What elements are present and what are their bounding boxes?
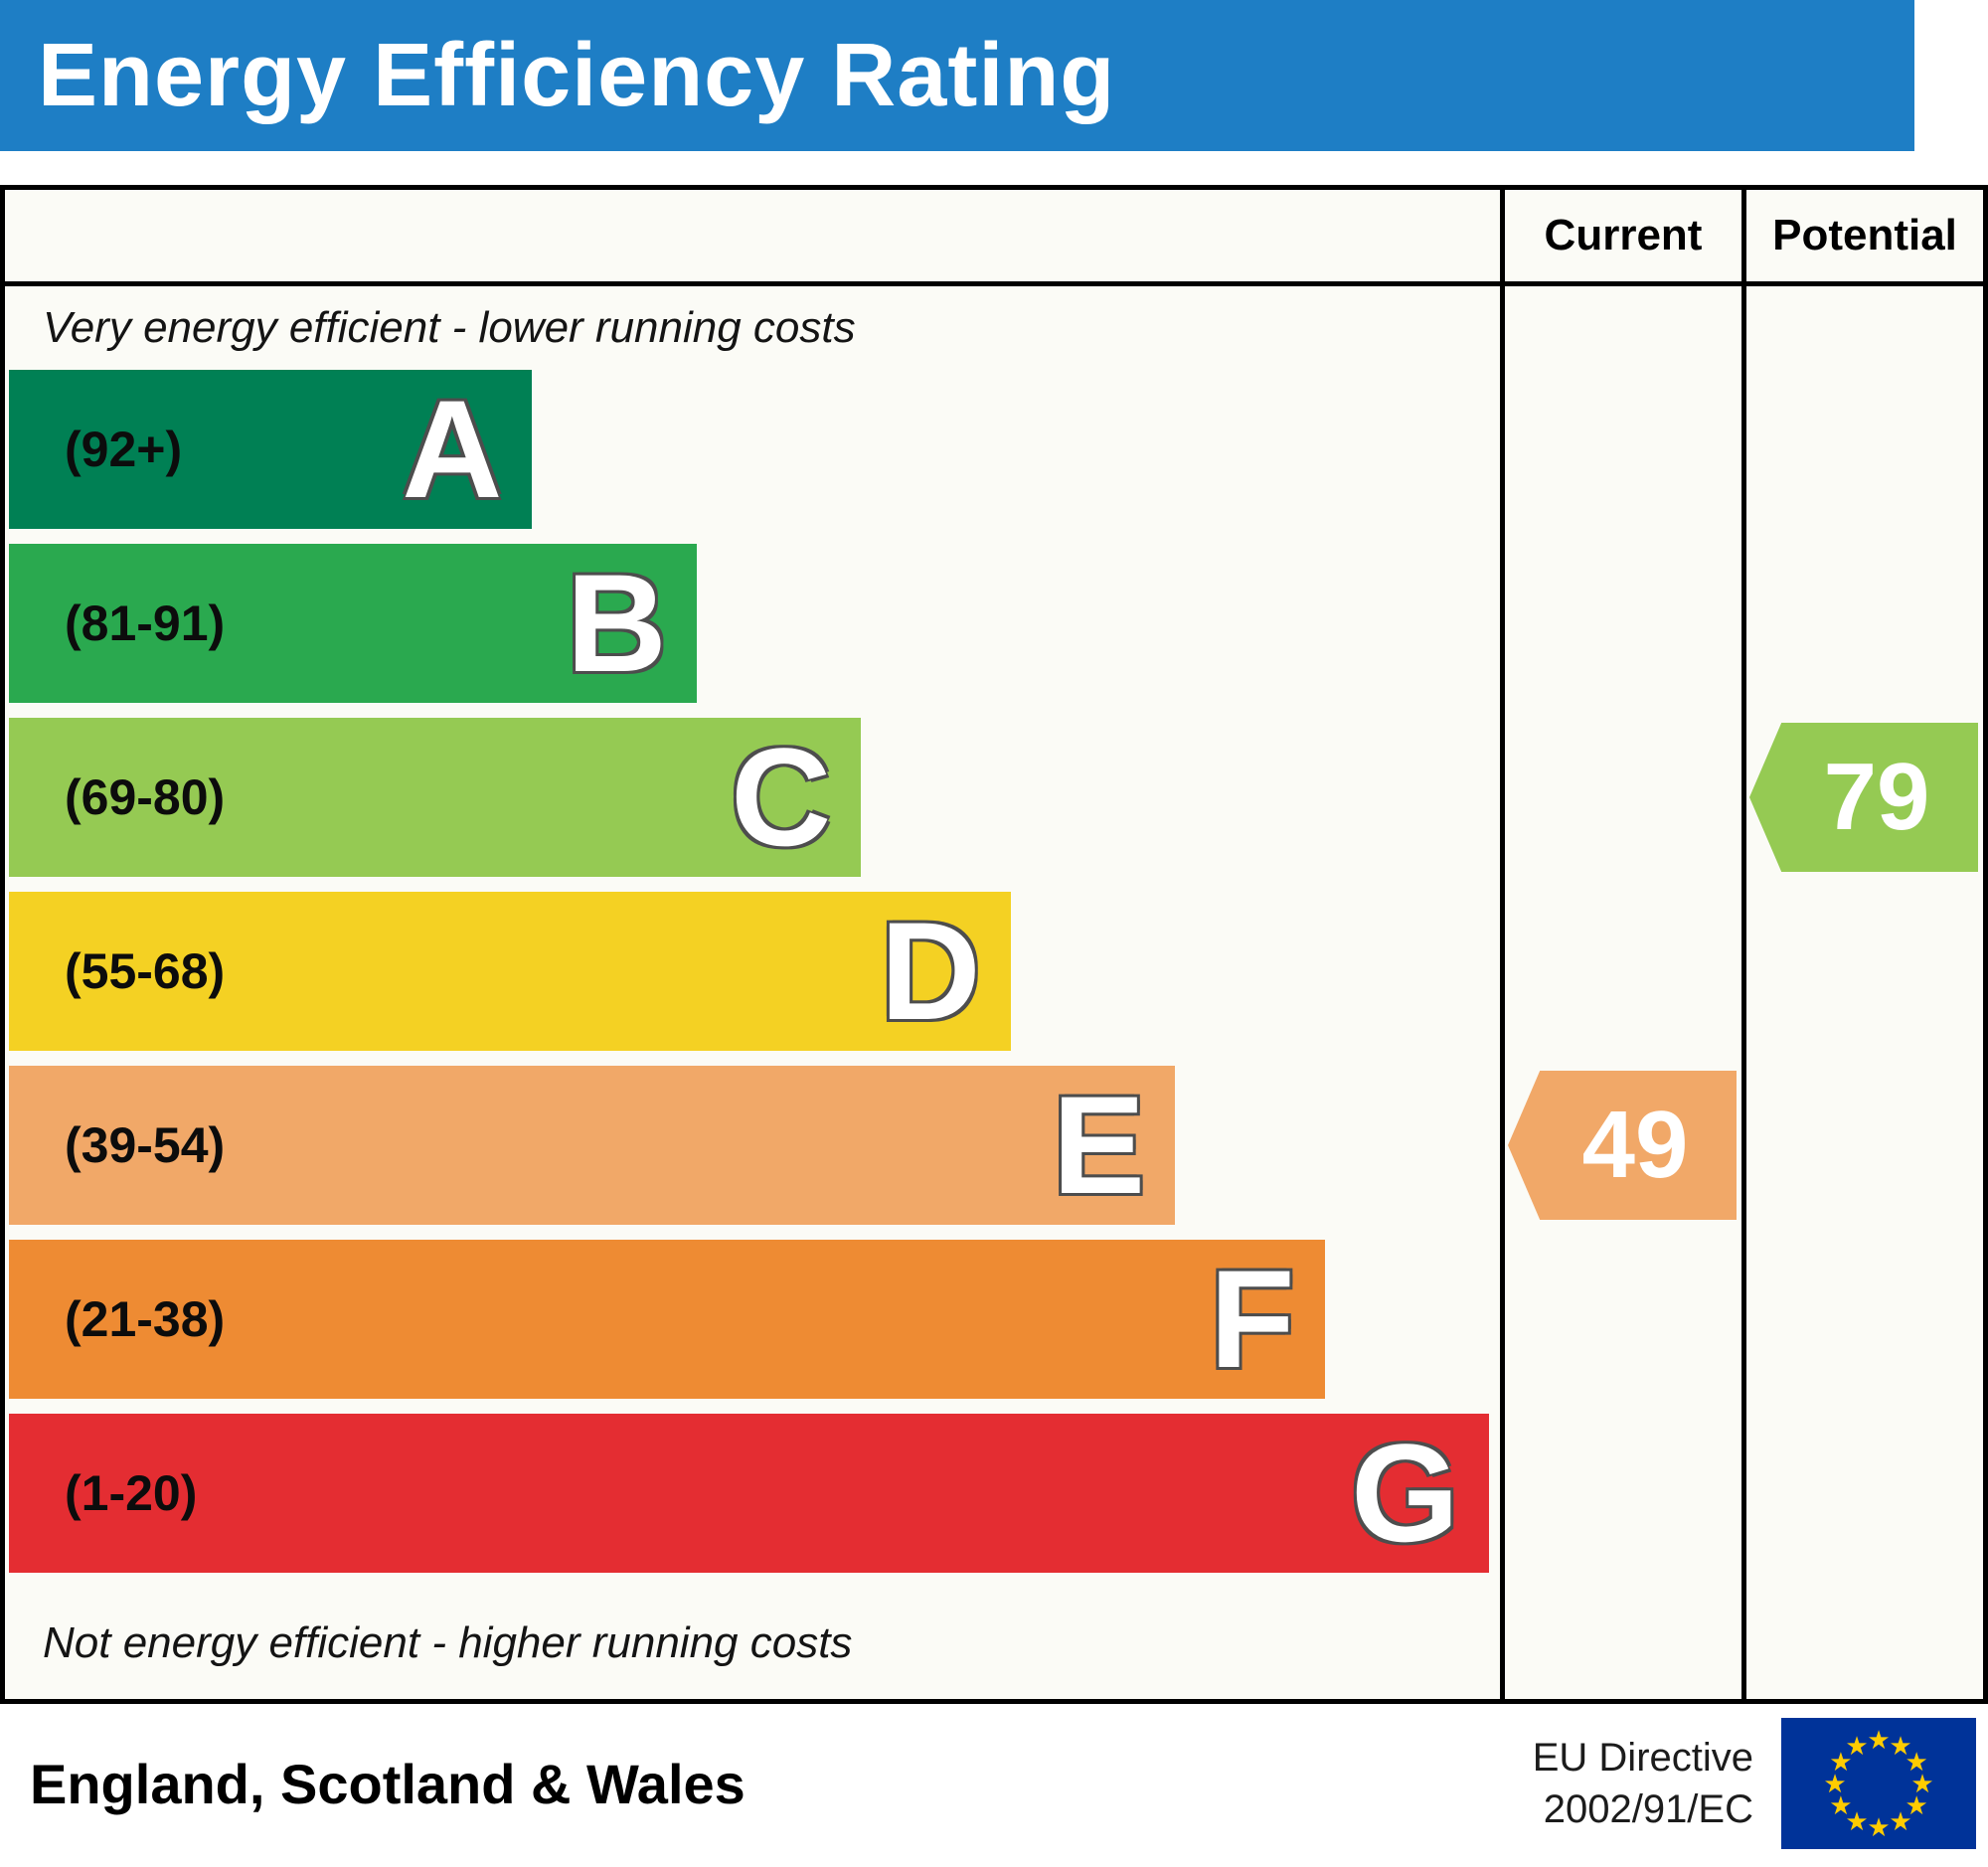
current-column: 49 xyxy=(1500,286,1741,1699)
eu-directive-line1: EU Directive xyxy=(1532,1736,1753,1780)
title-bar: Energy Efficiency Rating xyxy=(0,0,1914,151)
band-range-label: (55-68) xyxy=(65,943,226,999)
band-row-e: (39-54) E xyxy=(5,1066,1500,1240)
band-row-b: (81-91) B xyxy=(5,544,1500,718)
band-range-label: (39-54) xyxy=(65,1117,226,1173)
band-letter: G xyxy=(1351,1415,1459,1571)
bands-header-cell xyxy=(5,190,1500,281)
band-letter: C xyxy=(731,719,832,875)
current-rating-pointer: 49 xyxy=(1508,1071,1737,1220)
band-letter: A xyxy=(402,371,503,527)
band-range-label: (1-20) xyxy=(65,1465,198,1521)
band-row-g: (1-20) G xyxy=(5,1414,1500,1588)
band-bar-g: (1-20) G xyxy=(9,1414,1489,1573)
eu-directive-line2: 2002/91/EC xyxy=(1543,1787,1753,1831)
band-letter: F xyxy=(1209,1241,1295,1397)
eu-star: ★ xyxy=(1867,1812,1891,1842)
band-row-d: (55-68) D xyxy=(5,892,1500,1066)
eu-star: ★ xyxy=(1823,1769,1847,1798)
band-letter: D xyxy=(880,893,981,1049)
band-letter: B xyxy=(566,545,667,701)
eu-star: ★ xyxy=(1910,1769,1934,1798)
eu-star: ★ xyxy=(1889,1730,1912,1761)
eu-flag-icon: ★ ★ ★ ★ ★ ★ ★ ★ ★ ★ ★ ★ xyxy=(1781,1718,1976,1849)
eu-star: ★ xyxy=(1845,1730,1869,1761)
band-row-a: (92+) A xyxy=(5,370,1500,544)
band-bar-f: (21-38) F xyxy=(9,1240,1325,1399)
eu-directive-label: EU Directive 2002/91/EC xyxy=(1533,1732,1753,1835)
band-range-label: (81-91) xyxy=(65,595,226,651)
eu-star: ★ xyxy=(1867,1725,1891,1755)
eu-star: ★ xyxy=(1845,1806,1869,1837)
potential-rating-pointer: 79 xyxy=(1749,723,1978,872)
eu-star: ★ xyxy=(1905,1747,1928,1777)
bands-area: Very energy efficient - lower running co… xyxy=(5,286,1500,1699)
eu-star: ★ xyxy=(1889,1806,1912,1837)
band-range-label: (21-38) xyxy=(65,1291,226,1347)
band-row-f: (21-38) F xyxy=(5,1240,1500,1414)
band-bar-c: (69-80) C xyxy=(9,718,862,877)
rating-table: Current Potential Very energy efficient … xyxy=(0,185,1988,1704)
region-label: England, Scotland & Wales xyxy=(30,1752,746,1815)
band-range-label: (92+) xyxy=(65,422,183,477)
potential-column-header: Potential xyxy=(1741,190,1983,281)
band-bar-d: (55-68) D xyxy=(9,892,1011,1051)
band-bar-e: (39-54) E xyxy=(9,1066,1176,1225)
top-note: Very energy efficient - lower running co… xyxy=(43,303,856,352)
eu-star: ★ xyxy=(1829,1790,1853,1820)
band-letter: E xyxy=(1052,1067,1146,1223)
footer: England, Scotland & Wales EU Directive 2… xyxy=(0,1704,1988,1863)
bottom-note: Not energy efficient - higher running co… xyxy=(43,1618,853,1667)
band-row-c: (69-80) C xyxy=(5,718,1500,892)
band-bar-b: (81-91) B xyxy=(9,544,697,703)
band-range-label: (69-80) xyxy=(65,769,226,825)
eu-star: ★ xyxy=(1829,1747,1853,1777)
table-body: Very energy efficient - lower running co… xyxy=(5,286,1983,1699)
eu-star: ★ xyxy=(1905,1790,1928,1820)
potential-column: 79 xyxy=(1741,286,1983,1699)
band-bar-a: (92+) A xyxy=(9,370,533,529)
table-header-row: Current Potential xyxy=(5,190,1983,286)
bands-list: (92+) A (81-91) B (69-80) C (55-68) D (39-54) E (2… xyxy=(5,370,1500,1588)
page-title: Energy Efficiency Rating xyxy=(38,25,1116,125)
current-column-header: Current xyxy=(1500,190,1741,281)
